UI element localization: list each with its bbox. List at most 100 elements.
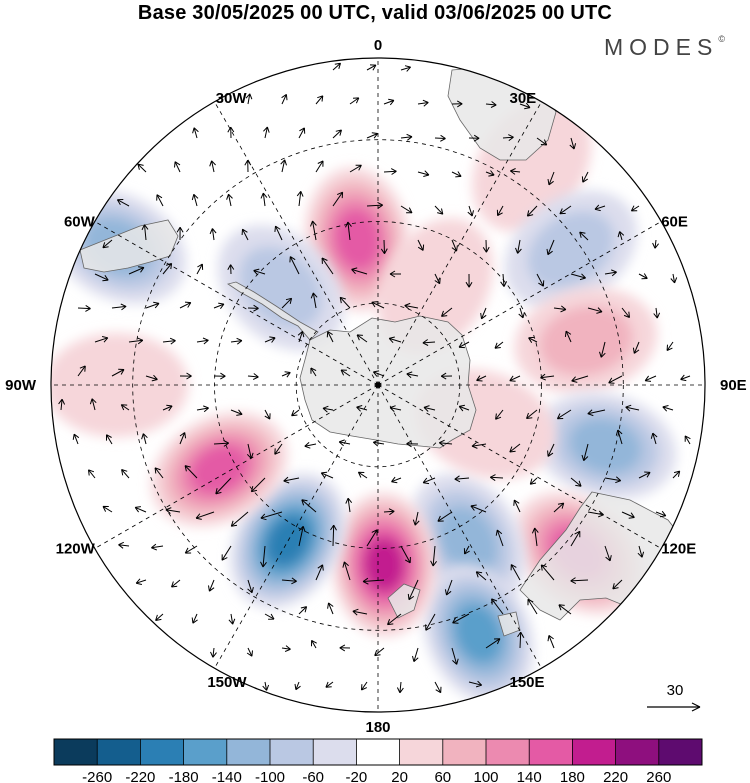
wind-arrow (638, 273, 648, 280)
wind-arrow (102, 505, 113, 513)
wind-arrow (89, 398, 97, 411)
wind-arrow (617, 231, 625, 241)
brand-mark: © (718, 34, 725, 44)
wind-arrow (349, 97, 360, 105)
wind-arrow (213, 439, 229, 447)
wind-arrow (262, 681, 270, 691)
wind-arrow (547, 443, 555, 457)
wind-arrow (526, 409, 538, 419)
wind-arrow (332, 62, 341, 71)
wind-arrow (463, 545, 470, 555)
colorbar-swatch (183, 739, 228, 765)
colorbar-swatch (486, 739, 530, 765)
wind-arrow (425, 613, 436, 631)
wind-arrow (340, 369, 351, 377)
wind-arrow (366, 132, 379, 139)
wind-arrow (281, 297, 293, 309)
wind-arrow (380, 239, 388, 254)
colorbar-tick-label: 260 (646, 769, 671, 783)
wind-arrow (247, 579, 254, 594)
graticule (51, 58, 705, 712)
meridian-line (377, 384, 662, 549)
wind-arrow (94, 336, 109, 343)
anomaly-negative (218, 225, 344, 351)
tasmania (497, 611, 521, 637)
wind-arrow (315, 95, 324, 105)
meridian-line (377, 101, 542, 386)
wind-arrow (154, 467, 164, 479)
wind-arrow (298, 127, 306, 139)
wind-arrow (451, 100, 463, 108)
wind-arrow (366, 64, 377, 71)
wind-arrow (471, 442, 487, 449)
wind-arrow (604, 545, 612, 562)
wind-arrow (247, 373, 259, 380)
longitude-labels: 0 30E 60E 90E 120E 150E 180 150W 120W 90W 60W 30W (5, 37, 747, 736)
wind-arrow (495, 409, 504, 420)
wind-arrow (553, 305, 567, 313)
wind-arrow (571, 375, 589, 383)
wind-arrow (637, 545, 645, 558)
wind-arrow (579, 231, 589, 241)
colorbar-tick-label: -60 (302, 769, 324, 783)
wind-arrow (361, 681, 368, 691)
wind-arrow (215, 477, 232, 495)
wind-arrow (570, 273, 586, 281)
longitude-label: 120E (661, 541, 696, 558)
wind-arrow (670, 273, 678, 284)
wind-arrow (518, 307, 525, 319)
wind-arrow (519, 102, 531, 110)
wind-arrow (502, 134, 514, 142)
modes-logo: MODES© (604, 34, 725, 61)
longitude-label: 60E (661, 214, 688, 231)
wind-arrow (475, 571, 487, 581)
wind-arrow (226, 193, 233, 207)
wind-arrow (281, 577, 297, 585)
colorbar-tick-label: -220 (125, 769, 155, 783)
meridian-line (377, 221, 662, 386)
longitude-label: 30E (510, 90, 537, 107)
wind-arrow (476, 375, 487, 382)
wind-arrow (604, 476, 622, 484)
wind-arrow (322, 405, 334, 413)
wind-arrow (490, 474, 504, 482)
wind-arrow (191, 613, 198, 624)
wind-arrow (162, 337, 176, 345)
wind-arrow (58, 398, 66, 411)
wind-arrow (434, 134, 446, 142)
wind-arrow (564, 330, 572, 343)
wind-arrow (468, 134, 480, 142)
wind-arrow (536, 137, 548, 146)
wind-arrow (179, 372, 192, 380)
wind-arrow (556, 409, 572, 420)
wind-arrow (383, 508, 395, 516)
wind-arrow (141, 224, 149, 241)
wind-arrow (458, 404, 470, 412)
wind-arrow (612, 579, 623, 590)
wind-arrow (621, 511, 635, 519)
wind-arrow (400, 133, 413, 141)
wind-arrow (208, 579, 215, 592)
wind-arrow (352, 608, 368, 616)
wind-arrow (230, 511, 249, 527)
wind-arrow (362, 577, 385, 585)
wind-arrow (213, 302, 225, 310)
wind-arrow (356, 405, 368, 412)
wind-arrow (407, 579, 419, 601)
wind-arrow (297, 331, 305, 343)
wind-arrow (437, 511, 453, 522)
wind-arrow (137, 163, 147, 173)
wind-arrow (298, 525, 306, 547)
map-title: Base 30/05/2025 00 UTC, valid 03/06/2025… (137, 2, 613, 24)
wind-arrow (301, 499, 317, 513)
wind-arrow (547, 171, 555, 186)
wind-arrow (684, 435, 691, 445)
wind-arrow (128, 266, 145, 275)
wind-arrow (422, 339, 436, 346)
wind-arrow (529, 477, 538, 485)
wind-arrow (339, 644, 351, 652)
wind-arrow (467, 205, 474, 217)
parallel-line (132, 139, 624, 631)
vector-key: 30 (647, 682, 701, 712)
wind-arrow (400, 65, 411, 72)
